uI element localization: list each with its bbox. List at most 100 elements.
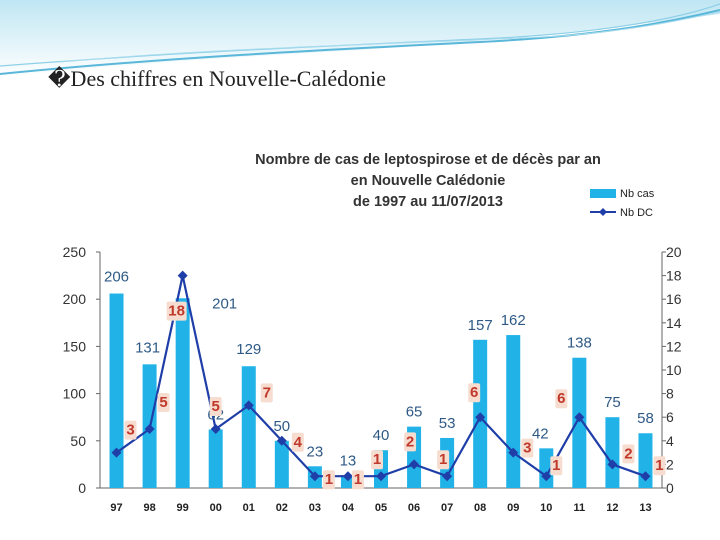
point-nb-dc	[276, 435, 287, 446]
dc-value-label: 6	[470, 384, 478, 401]
bar-nb-cas	[572, 357, 587, 488]
legend-marker-line	[599, 208, 607, 216]
chart-title-line-2: de 1997 au 11/07/2013	[353, 194, 503, 210]
x-axis-tick: 12	[606, 502, 618, 514]
dc-label-background	[351, 470, 364, 490]
x-axis-tick: 10	[540, 502, 552, 514]
bar-value-label: 138	[567, 335, 592, 352]
right-axis-tick: 18	[666, 268, 682, 284]
bar-value-label: 58	[637, 410, 654, 427]
point-nb-dc	[243, 400, 254, 411]
bar-value-label: 23	[307, 443, 324, 460]
dc-value-label: 1	[552, 457, 560, 474]
dc-label-background	[521, 438, 534, 458]
left-axis-tick: 200	[63, 291, 87, 307]
right-axis-tick: 0	[666, 480, 674, 496]
legend-label-bars: Nb cas	[620, 188, 655, 200]
point-nb-dc	[409, 459, 420, 470]
dc-label-background	[260, 383, 273, 403]
point-nb-dc	[475, 412, 486, 423]
dc-label-background	[157, 393, 170, 412]
bar-value-label: 50	[273, 418, 290, 435]
x-axis-tick: 99	[177, 502, 189, 514]
bar-nb-cas	[539, 448, 554, 488]
dc-value-label: 1	[439, 451, 447, 468]
dc-value-label: 1	[373, 451, 381, 468]
dc-value-label: 3	[523, 440, 531, 457]
x-axis-tick: 08	[474, 502, 486, 514]
combo-chart: Nombre de cas de leptospirose et de décè…	[63, 152, 682, 514]
bar-nb-cas	[274, 440, 289, 488]
dc-value-label: 7	[263, 384, 271, 401]
chart-title-line-0: Nombre de cas de leptospirose et de décè…	[255, 152, 601, 168]
bar-value-label: 201	[212, 295, 237, 312]
bar-nb-cas	[605, 417, 620, 488]
bar-value-label: 157	[468, 317, 493, 334]
right-axis-tick: 6	[666, 409, 674, 425]
dc-label-background	[124, 420, 137, 440]
x-axis-tick: 04	[342, 502, 355, 514]
legend-swatch-bars	[590, 189, 616, 198]
bar-value-label: 42	[532, 425, 549, 442]
bar-value-label: 162	[501, 312, 526, 329]
slide-title: �Des chiffres en Nouvelle-Calédonie	[48, 66, 386, 91]
dc-label-background	[622, 444, 635, 464]
dc-value-label: 2	[624, 445, 632, 462]
dc-label-background	[653, 456, 666, 476]
bar-value-label: 13	[340, 453, 357, 470]
legend-label-line: Nb DC	[620, 207, 653, 219]
right-axis-tick: 10	[666, 362, 682, 378]
dc-value-label: 6	[557, 390, 565, 407]
dc-label-background	[437, 450, 450, 470]
x-axis-tick: 03	[309, 502, 321, 514]
dc-value-label: 3	[126, 422, 134, 439]
dc-value-label: 18	[168, 303, 185, 320]
bar-value-label: 131	[135, 339, 160, 356]
bar-value-label: 40	[373, 427, 390, 444]
point-nb-dc	[640, 471, 651, 482]
dc-label-background	[291, 432, 304, 452]
point-nb-dc	[144, 424, 155, 434]
dc-label-background	[371, 450, 383, 470]
line-nb-dc	[115, 275, 646, 478]
bar-nb-cas	[340, 475, 355, 488]
x-axis-tick: 05	[375, 502, 387, 514]
dc-label-background	[468, 383, 481, 403]
header-swoosh-decoration	[0, 0, 720, 78]
left-axis-tick: 100	[63, 386, 87, 402]
point-nb-dc	[376, 471, 386, 482]
bar-nb-cas	[208, 429, 223, 488]
bar-nb-cas	[506, 335, 521, 488]
point-nb-dc	[309, 471, 320, 482]
left-axis-tick: 50	[70, 433, 86, 449]
bar-value-label: 206	[104, 269, 129, 286]
dc-value-label: 4	[294, 434, 303, 451]
x-axis-tick: 07	[441, 502, 453, 514]
x-axis-tick: 13	[639, 502, 651, 514]
bar-nb-cas	[241, 366, 256, 488]
x-axis-tick: 01	[243, 502, 255, 514]
bar-value-label: 53	[439, 415, 456, 432]
point-nb-dc	[342, 471, 353, 482]
dc-label-background	[555, 389, 568, 409]
dc-label-background	[209, 397, 222, 416]
chart-panel: Nombre de cas de leptospirose et de décè…	[30, 132, 702, 526]
right-axis-tick: 4	[666, 433, 674, 449]
x-axis-tick: 00	[210, 502, 222, 514]
dc-label-background	[322, 470, 335, 490]
dc-label-background	[404, 432, 417, 452]
point-nb-dc	[541, 471, 552, 482]
right-axis-tick: 20	[666, 244, 682, 260]
dc-value-label: 1	[354, 471, 362, 488]
bar-value-label: 129	[236, 341, 261, 358]
dc-value-label: 5	[159, 394, 167, 411]
right-axis-tick: 14	[666, 315, 682, 331]
dc-value-label: 2	[406, 433, 414, 450]
x-axis-tick: 09	[507, 502, 519, 514]
dc-value-label: 5	[212, 398, 220, 415]
x-axis-tick: 02	[276, 502, 288, 514]
x-axis-tick: 06	[408, 502, 420, 514]
dc-label-background	[550, 456, 563, 476]
point-nb-dc	[607, 459, 618, 470]
x-axis-tick: 97	[110, 502, 122, 514]
